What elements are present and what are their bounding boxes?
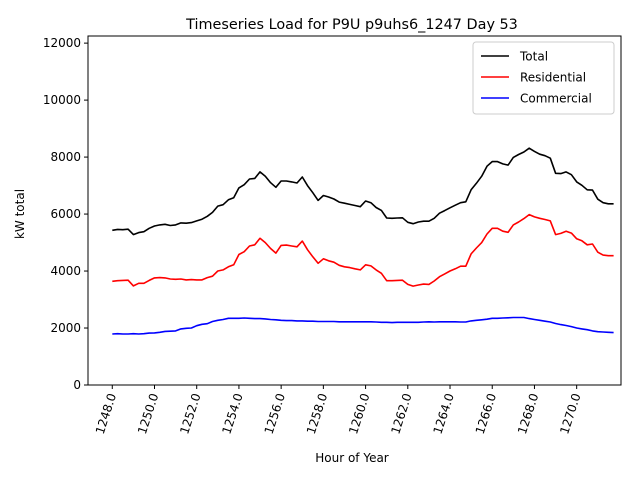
series-line-total [112, 147, 614, 236]
series-layer [112, 147, 614, 335]
plot-frame [87, 35, 622, 386]
legend-label-total: Total [519, 50, 548, 64]
x-axis-label: Hour of Year [315, 451, 389, 465]
y-tick-label: 8000 [50, 150, 81, 164]
legend-label-commercial: Commercial [520, 92, 592, 106]
chart-title: Timeseries Load for P9U p9uhs6_1247 Day … [185, 17, 518, 33]
y-axis-label: kW total [13, 189, 27, 239]
series-line-commercial [112, 316, 614, 335]
y-tick-label: 10000 [43, 93, 81, 107]
y-tick-label: 12000 [43, 36, 81, 50]
legend-label-residential: Residential [520, 71, 586, 85]
legend: Total Residential Commercial [472, 41, 615, 115]
y-tick-label: 2000 [50, 321, 81, 335]
y-tick-label: 0 [73, 378, 81, 392]
legend-box [472, 41, 615, 115]
y-tick-label: 6000 [50, 207, 81, 221]
y-tick-label: 4000 [50, 264, 81, 278]
series-line-residential [112, 213, 614, 287]
